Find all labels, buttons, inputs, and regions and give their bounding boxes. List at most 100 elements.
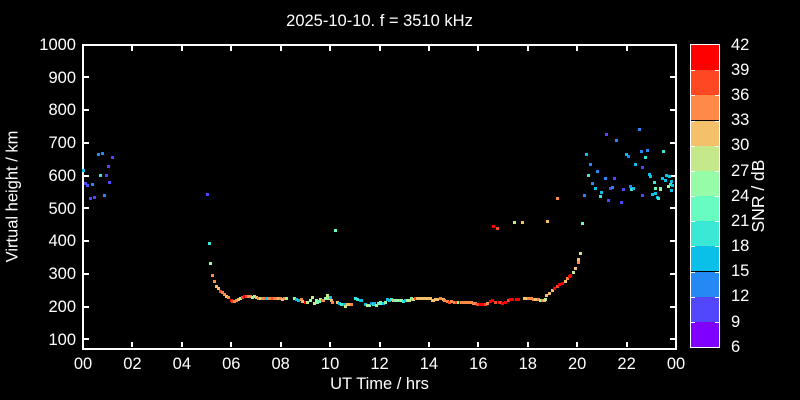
- data-point: [100, 152, 104, 156]
- data-point: [386, 297, 390, 301]
- data-point: [667, 175, 671, 179]
- data-point: [580, 222, 584, 226]
- y-tick-label: 1000: [39, 35, 76, 54]
- data-point: [527, 297, 531, 301]
- data-point: [547, 291, 551, 295]
- data-point: [110, 156, 114, 160]
- x-tick-label: 08: [271, 355, 290, 373]
- x-tick: [427, 341, 430, 347]
- data-point: [412, 297, 416, 301]
- colorbar-segment: [691, 145, 719, 171]
- x-tick: [625, 341, 628, 347]
- x-tick: [82, 341, 84, 347]
- data-point: [83, 181, 87, 185]
- data-point: [429, 297, 433, 301]
- data-point: [285, 297, 289, 301]
- y-tick: [670, 109, 675, 111]
- data-point: [443, 299, 447, 303]
- data-point: [588, 162, 592, 166]
- data-point: [664, 178, 668, 182]
- data-point: [501, 301, 505, 305]
- data-point: [234, 299, 238, 303]
- data-point: [272, 297, 276, 301]
- x-tick: [477, 341, 480, 347]
- colorbar-tick: [691, 70, 695, 72]
- data-point: [207, 242, 211, 246]
- y-tick: [670, 272, 675, 275]
- x-tick: [131, 45, 134, 51]
- data-point: [594, 187, 598, 191]
- data-point: [369, 301, 373, 305]
- colorbar-tick: [691, 246, 695, 248]
- data-point: [452, 300, 456, 304]
- data-point: [85, 183, 89, 187]
- x-tick: [477, 45, 480, 51]
- data-point: [576, 261, 580, 265]
- data-point: [670, 189, 674, 193]
- x-tick: [576, 341, 579, 347]
- data-point: [296, 299, 300, 303]
- x-tick: [230, 341, 233, 347]
- data-point: [378, 301, 382, 305]
- data-point: [481, 303, 485, 307]
- data-point: [486, 301, 490, 305]
- data-point: [389, 297, 393, 301]
- data-point: [583, 193, 587, 197]
- x-tick-label: 04: [172, 355, 191, 373]
- data-point: [661, 176, 665, 180]
- y-tick: [670, 240, 675, 243]
- x-tick: [526, 341, 529, 347]
- data-point: [224, 295, 228, 299]
- data-point: [534, 297, 538, 301]
- data-point: [454, 301, 458, 305]
- data-point: [542, 299, 546, 303]
- data-point: [469, 301, 473, 305]
- x-tick: [378, 341, 381, 347]
- colorbar-tick: [715, 296, 719, 298]
- colorbar-segment: [691, 321, 719, 347]
- x-tick-label: 12: [370, 355, 389, 373]
- data-point: [254, 295, 258, 299]
- data-point: [344, 305, 348, 309]
- data-point: [584, 153, 588, 157]
- data-point: [536, 297, 540, 301]
- x-tick: [279, 341, 282, 347]
- data-point: [476, 303, 480, 307]
- data-point: [400, 299, 404, 303]
- colorbar-tick-label: 21: [731, 211, 750, 230]
- data-point: [494, 300, 498, 304]
- data-point: [209, 261, 213, 265]
- data-point: [433, 297, 437, 301]
- data-point: [102, 193, 106, 197]
- data-point: [553, 287, 557, 291]
- data-point: [511, 297, 515, 301]
- data-point: [331, 301, 335, 305]
- colorbar-tick: [691, 145, 695, 147]
- data-point: [462, 300, 466, 304]
- colorbar-segment: [691, 45, 719, 71]
- x-tick: [82, 45, 84, 51]
- data-point: [506, 298, 510, 302]
- x-tick-label: 14: [419, 355, 439, 373]
- data-point: [615, 138, 619, 142]
- data-point: [529, 297, 533, 301]
- data-point: [664, 174, 668, 178]
- data-point: [229, 298, 233, 302]
- data-point: [329, 296, 333, 300]
- data-point: [427, 297, 431, 301]
- data-point: [647, 173, 651, 177]
- data-point: [90, 182, 94, 186]
- y-tick: [84, 338, 89, 341]
- data-point: [88, 196, 92, 200]
- data-point: [104, 174, 108, 178]
- data-point: [269, 297, 273, 301]
- x-tick-label: 00: [73, 355, 93, 373]
- y-tick: [84, 141, 89, 144]
- data-point: [639, 149, 643, 153]
- data-point: [423, 297, 427, 301]
- colorbar-segment: [691, 120, 719, 146]
- data-point: [340, 302, 344, 306]
- data-point: [380, 302, 384, 306]
- y-tick: [84, 272, 89, 275]
- data-point: [578, 251, 582, 255]
